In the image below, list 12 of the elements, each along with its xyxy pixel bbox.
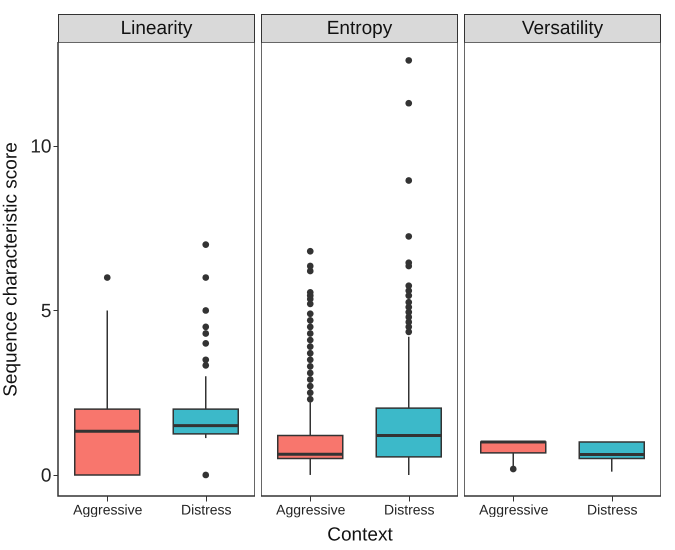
- x-axis-title: Context: [327, 524, 394, 546]
- x-tick-label: Aggressive: [276, 502, 346, 518]
- x-tick-label: Distress: [180, 502, 232, 518]
- y-tick-label: 5: [40, 300, 52, 322]
- y-axis-title: Sequence characteristic score: [0, 142, 22, 397]
- x-tick-label: Distress: [384, 502, 435, 518]
- x-tick-label: Distress: [586, 502, 638, 518]
- chart-title: Linearity: [58, 14, 255, 42]
- y-tick-label: 0: [40, 465, 52, 486]
- chart-title: Versatility: [464, 14, 661, 42]
- y-tick-label: 10: [30, 136, 52, 158]
- chart-title: Entropy: [261, 14, 458, 42]
